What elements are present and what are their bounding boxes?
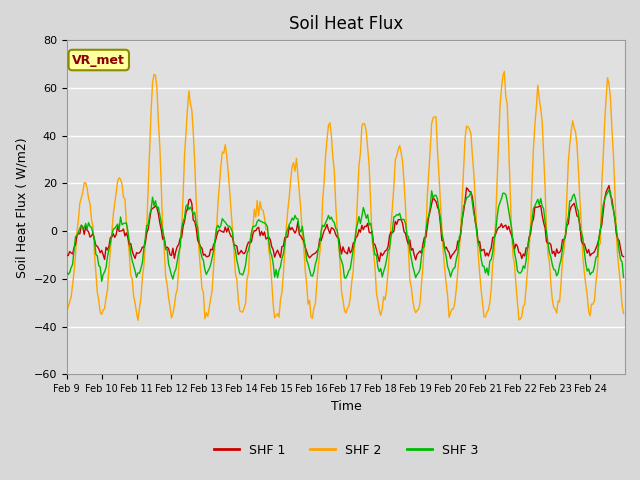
SHF 2 [618,302,626,308]
SHF 1 [461,198,469,204]
SHF 3 [100,269,108,275]
SHF 1 [63,252,70,258]
SHF 2 [545,259,553,264]
SHF 2 [82,180,90,186]
SHF 2 [500,69,508,74]
SHF 1 [605,182,613,188]
SHF 1 [620,254,627,260]
SHF 2 [134,317,142,323]
SHF 1 [99,252,107,257]
SHF 1 [349,240,357,246]
SHF 3 [63,269,70,275]
SHF 3 [605,187,613,193]
Legend: SHF 1, SHF 2, SHF 3: SHF 1, SHF 2, SHF 3 [209,439,483,462]
SHF 1 [376,259,383,264]
SHF 3 [82,221,90,227]
SHF 1 [618,253,626,259]
SHF 1 [82,224,90,229]
SHF 3 [98,278,106,284]
SHF 3 [618,259,626,265]
Line: SHF 1: SHF 1 [67,185,623,262]
SHF 3 [544,240,552,245]
SHF 3 [461,201,469,206]
Text: VR_met: VR_met [72,53,125,67]
Line: SHF 3: SHF 3 [67,190,623,281]
Title: Soil Heat Flux: Soil Heat Flux [289,15,403,33]
X-axis label: Time: Time [330,400,361,413]
SHF 2 [351,242,358,248]
Line: SHF 2: SHF 2 [67,72,623,320]
SHF 2 [63,309,70,315]
SHF 2 [461,135,469,141]
SHF 3 [351,239,358,245]
Y-axis label: Soil Heat Flux ( W/m2): Soil Heat Flux ( W/m2) [15,137,28,277]
SHF 3 [620,275,627,280]
SHF 2 [620,311,627,316]
SHF 1 [544,240,552,246]
SHF 2 [99,307,107,313]
